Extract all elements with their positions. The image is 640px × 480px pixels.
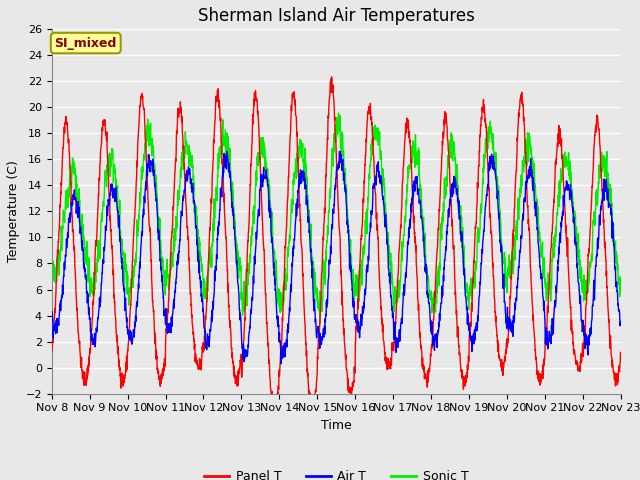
Sonic T <box>567 185 575 191</box>
Panel T <box>502 350 510 356</box>
Air T <box>207 328 214 334</box>
Panel T <box>353 314 361 320</box>
Panel T <box>567 310 575 316</box>
Air T <box>617 319 625 325</box>
Line: Sonic T: Sonic T <box>52 113 621 324</box>
Sonic T <box>353 292 361 298</box>
Sonic T <box>366 176 374 181</box>
X-axis label: Time: Time <box>321 419 351 432</box>
Title: Sherman Island Air Temperatures: Sherman Island Air Temperatures <box>198 7 475 25</box>
Text: SI_mixed: SI_mixed <box>54 36 117 49</box>
Panel T <box>583 289 591 295</box>
Y-axis label: Temperature (C): Temperature (C) <box>7 160 20 263</box>
Sonic T <box>48 265 56 271</box>
Sonic T <box>316 321 324 326</box>
Air T <box>353 321 361 326</box>
Sonic T <box>335 110 342 116</box>
Air T <box>277 361 285 367</box>
Panel T <box>207 216 214 222</box>
Air T <box>366 230 374 236</box>
Panel T <box>617 349 625 355</box>
Panel T <box>366 107 374 113</box>
Air T <box>336 148 344 154</box>
Panel T <box>328 74 335 80</box>
Air T <box>583 335 591 340</box>
Air T <box>48 311 56 317</box>
Sonic T <box>207 257 214 263</box>
Air T <box>567 192 575 198</box>
Legend: Panel T, Air T, Sonic T: Panel T, Air T, Sonic T <box>199 466 473 480</box>
Panel T <box>48 349 56 355</box>
Air T <box>502 317 510 323</box>
Panel T <box>309 411 317 417</box>
Sonic T <box>502 278 510 284</box>
Line: Panel T: Panel T <box>52 77 621 414</box>
Sonic T <box>583 286 591 292</box>
Line: Air T: Air T <box>52 151 621 364</box>
Sonic T <box>617 288 625 294</box>
